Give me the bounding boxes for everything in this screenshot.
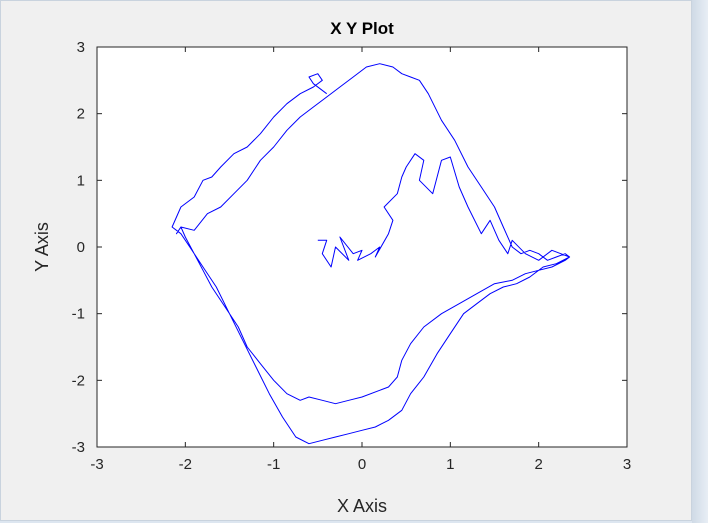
y-tick-label: -2 bbox=[72, 372, 85, 389]
y-tick-label: 1 bbox=[77, 172, 85, 189]
y-tick-label: 2 bbox=[77, 106, 85, 123]
series-layer bbox=[171, 63, 571, 445]
y-tick-label: 0 bbox=[77, 239, 85, 256]
x-axis-label: X Axis bbox=[337, 496, 387, 516]
y-tick-layer: 3 2 1 0 -1 -2 -3 bbox=[72, 39, 627, 456]
window-edge-strip bbox=[692, 0, 708, 523]
y-tick-label: 3 bbox=[77, 39, 85, 56]
x-tick-label: 2 bbox=[534, 456, 542, 473]
x-tick-label: -3 bbox=[90, 456, 103, 473]
y-tick-label: -3 bbox=[72, 439, 85, 456]
y-axis-label: Y Axis bbox=[32, 222, 52, 272]
x-tick-label: 1 bbox=[446, 456, 454, 473]
x-tick-label: 3 bbox=[623, 456, 631, 473]
x-tick-label: -2 bbox=[179, 456, 192, 473]
x-tick-layer: -3 -2 -1 0 1 2 3 bbox=[90, 47, 631, 473]
x-tick-label: 0 bbox=[358, 456, 366, 473]
x-tick-label: -1 bbox=[267, 456, 280, 473]
chart-title: X Y Plot bbox=[330, 19, 394, 38]
series-line-0 bbox=[171, 63, 571, 445]
y-tick-label: -1 bbox=[72, 306, 85, 323]
plot-axes-box bbox=[96, 46, 628, 448]
